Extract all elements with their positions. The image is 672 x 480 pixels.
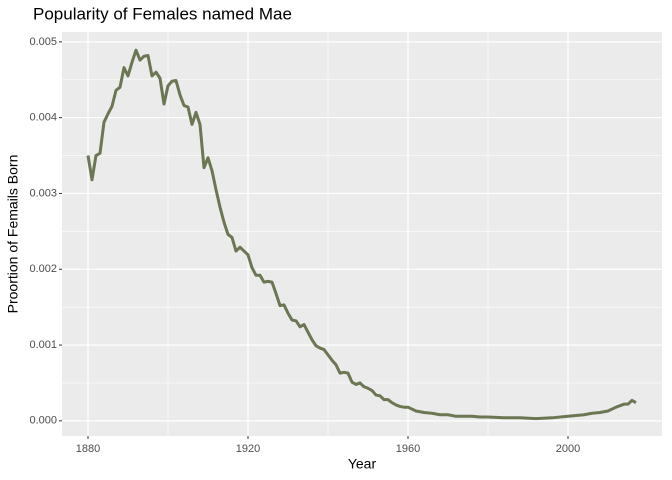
- y-tick-label: 0.003: [29, 187, 57, 199]
- chart-title: Popularity of Females named Mae: [33, 4, 292, 23]
- data-line: [86, 48, 637, 421]
- x-tick-label: 1880: [76, 443, 100, 455]
- y-tick-label: 0.005: [29, 36, 57, 48]
- x-tick-label: 2000: [556, 443, 580, 455]
- x-axis-label: Year: [348, 456, 377, 472]
- y-tick-label: 0.004: [29, 112, 57, 124]
- y-tick-label: 0.002: [29, 263, 57, 275]
- x-tick-label: 1920: [236, 443, 260, 455]
- x-tick-label: 1960: [396, 443, 420, 455]
- y-tick-label: 0.000: [29, 415, 57, 427]
- y-axis-label: Proortion of Femails Born: [5, 155, 21, 314]
- y-tick-label: 0.001: [29, 339, 57, 351]
- plot-panel: [62, 32, 662, 436]
